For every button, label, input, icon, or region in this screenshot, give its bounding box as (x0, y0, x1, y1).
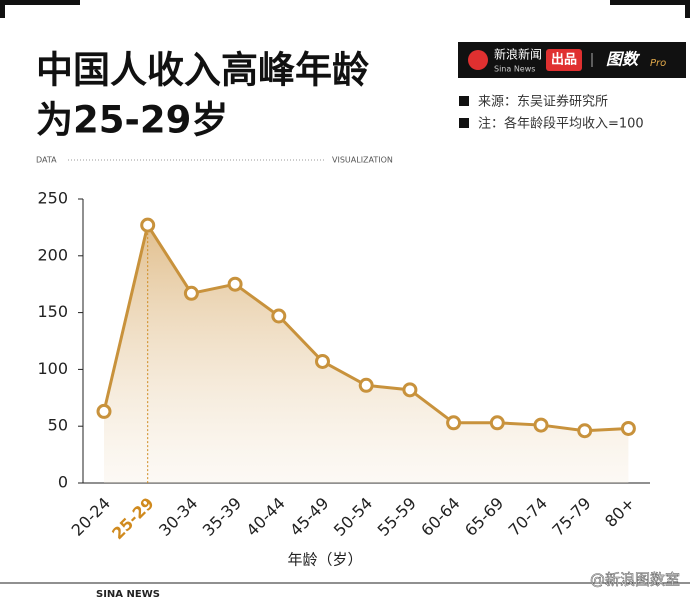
point (577, 423, 593, 439)
logo-pro: Pro (650, 58, 666, 69)
divider-label: DATA (36, 156, 57, 165)
y-tick-label: 50 (48, 416, 68, 435)
y-tick-label: 0 (58, 473, 68, 492)
point (620, 420, 636, 436)
brand: 新浪新闻 (494, 47, 542, 62)
divider-label: VISUALIZATION (332, 156, 393, 165)
x-axis-label: 年龄（岁） (287, 551, 362, 569)
point (271, 308, 287, 324)
footer-right: @新浪图数室 (590, 571, 680, 589)
corner (0, 0, 80, 18)
point (533, 417, 549, 433)
point (358, 377, 374, 393)
point (446, 415, 462, 431)
point (402, 382, 418, 398)
footer-left: SINA NEWS (96, 589, 160, 600)
y-tick-label: 250 (37, 189, 68, 208)
y-tick-label: 200 (37, 245, 68, 264)
note: 注：各年龄段平均收入=100 (478, 116, 644, 132)
brand-icon (468, 50, 488, 70)
y-tick-label: 100 (37, 359, 68, 378)
brand-sub: Sina News (494, 65, 535, 74)
badge-bg (546, 49, 582, 71)
note-bullet (459, 118, 469, 128)
point (183, 285, 199, 301)
point (227, 276, 243, 292)
logo: 图数 (606, 50, 641, 69)
badge: 出品 (551, 52, 577, 68)
corner (610, 0, 690, 18)
title: 为25-29岁 (36, 99, 228, 142)
title: 中国人收入高峰年龄 (36, 49, 369, 92)
point (315, 353, 330, 369)
point (489, 415, 505, 431)
point (140, 217, 156, 233)
point (96, 403, 112, 419)
y-tick-label: 150 (37, 302, 68, 321)
note-bullet (459, 96, 469, 106)
note: 来源：东吴证券研究所 (478, 94, 608, 110)
